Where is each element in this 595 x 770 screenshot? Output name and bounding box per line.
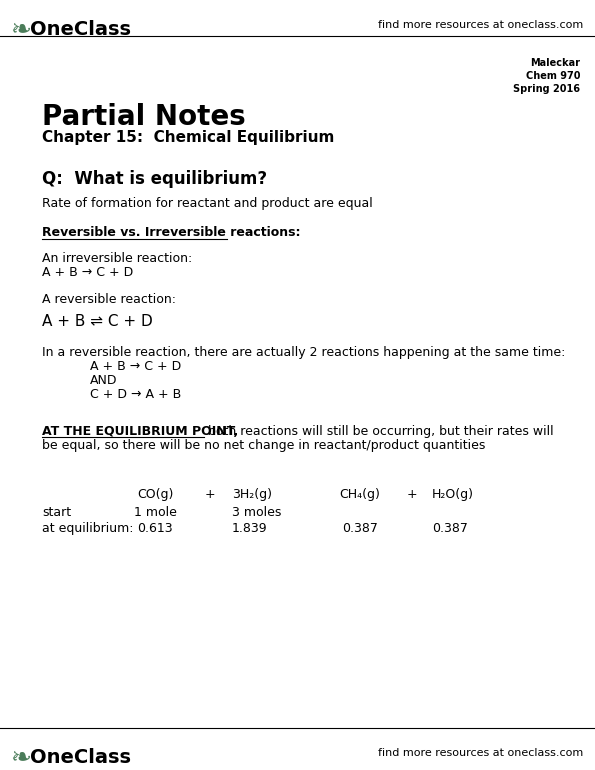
Text: CO(g): CO(g) <box>137 488 173 501</box>
Text: CH₄(g): CH₄(g) <box>340 488 380 501</box>
Text: OneClass: OneClass <box>30 20 131 39</box>
Text: An irreversible reaction:: An irreversible reaction: <box>42 252 192 265</box>
Text: Partial Notes: Partial Notes <box>42 103 246 131</box>
Text: Reversible vs. Irreversible reactions:: Reversible vs. Irreversible reactions: <box>42 226 300 239</box>
Text: 0.613: 0.613 <box>137 522 173 535</box>
Text: Chem 970: Chem 970 <box>525 71 580 81</box>
Text: 1 mole: 1 mole <box>133 506 177 519</box>
Text: 0.387: 0.387 <box>432 522 468 535</box>
Text: both reactions will still be occurring, but their rates will: both reactions will still be occurring, … <box>204 425 553 438</box>
Text: AND: AND <box>90 374 117 387</box>
Text: 3H₂(g): 3H₂(g) <box>232 488 272 501</box>
Text: 0.387: 0.387 <box>342 522 378 535</box>
Text: 3 moles: 3 moles <box>232 506 281 519</box>
Text: A + B → C + D: A + B → C + D <box>90 360 181 373</box>
Text: A + B → C + D: A + B → C + D <box>42 266 133 279</box>
Text: In a reversible reaction, there are actually 2 reactions happening at the same t: In a reversible reaction, there are actu… <box>42 346 565 359</box>
Text: AT THE EQUILIBRIUM POINT,: AT THE EQUILIBRIUM POINT, <box>42 425 238 438</box>
Text: ❧: ❧ <box>10 18 31 42</box>
Text: +: + <box>407 488 417 501</box>
Text: A reversible reaction:: A reversible reaction: <box>42 293 176 306</box>
Text: Chapter 15:  Chemical Equilibrium: Chapter 15: Chemical Equilibrium <box>42 130 334 145</box>
Text: 1.839: 1.839 <box>232 522 268 535</box>
Text: Spring 2016: Spring 2016 <box>513 84 580 94</box>
Text: +: + <box>205 488 215 501</box>
Text: A + B ⇌ C + D: A + B ⇌ C + D <box>42 314 153 329</box>
Text: find more resources at oneclass.com: find more resources at oneclass.com <box>378 20 583 30</box>
Text: Q:  What is equilibrium?: Q: What is equilibrium? <box>42 170 267 188</box>
Text: ❧: ❧ <box>10 746 31 770</box>
Text: Maleckar: Maleckar <box>530 58 580 68</box>
Text: start: start <box>42 506 71 519</box>
Text: be equal, so there will be no net change in reactant/product quantities: be equal, so there will be no net change… <box>42 439 486 452</box>
Text: find more resources at oneclass.com: find more resources at oneclass.com <box>378 748 583 758</box>
Text: OneClass: OneClass <box>30 748 131 767</box>
Text: at equilibrium:: at equilibrium: <box>42 522 133 535</box>
Text: H₂O(g): H₂O(g) <box>432 488 474 501</box>
Text: C + D → A + B: C + D → A + B <box>90 388 181 401</box>
Text: Rate of formation for reactant and product are equal: Rate of formation for reactant and produ… <box>42 197 372 210</box>
